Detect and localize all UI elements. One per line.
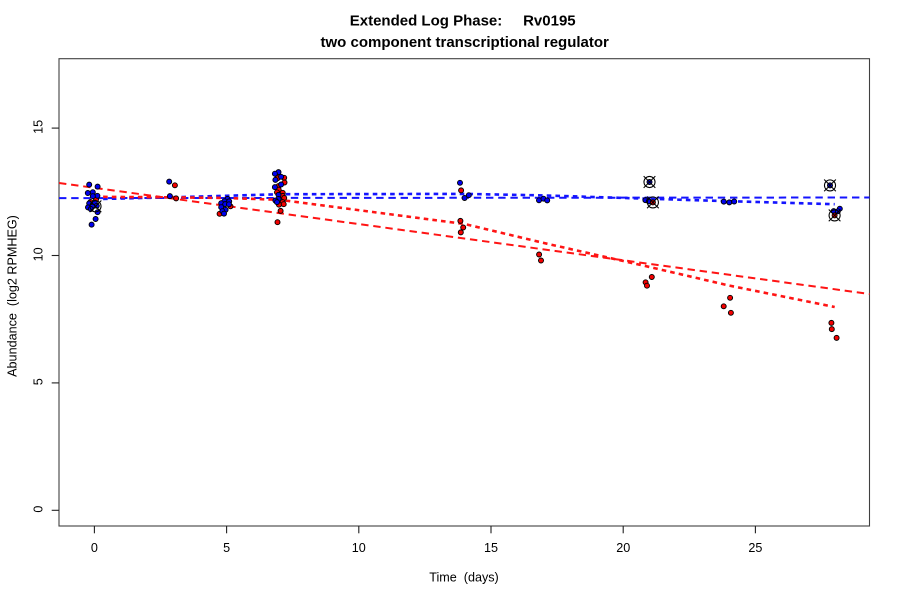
svg-text:Abundance (log2 RPMHEG): Abundance (log2 RPMHEG) xyxy=(6,215,20,377)
svg-text:15: 15 xyxy=(31,120,45,134)
svg-text:two component transcriptional: two component transcriptional regulator xyxy=(321,34,610,51)
svg-text:20: 20 xyxy=(616,541,630,555)
svg-text:15: 15 xyxy=(484,541,498,555)
svg-text:10: 10 xyxy=(352,541,366,555)
svg-text:25: 25 xyxy=(748,541,762,555)
svg-text:5: 5 xyxy=(223,541,230,555)
svg-text:Extended Log Phase: Rv0195: Extended Log Phase: Rv0195 xyxy=(350,12,576,29)
svg-text:Time (days): Time (days) xyxy=(429,571,499,585)
svg-text:10: 10 xyxy=(31,247,45,261)
svg-text:0: 0 xyxy=(31,506,45,513)
svg-text:5: 5 xyxy=(31,378,45,385)
svg-text:0: 0 xyxy=(91,541,98,555)
